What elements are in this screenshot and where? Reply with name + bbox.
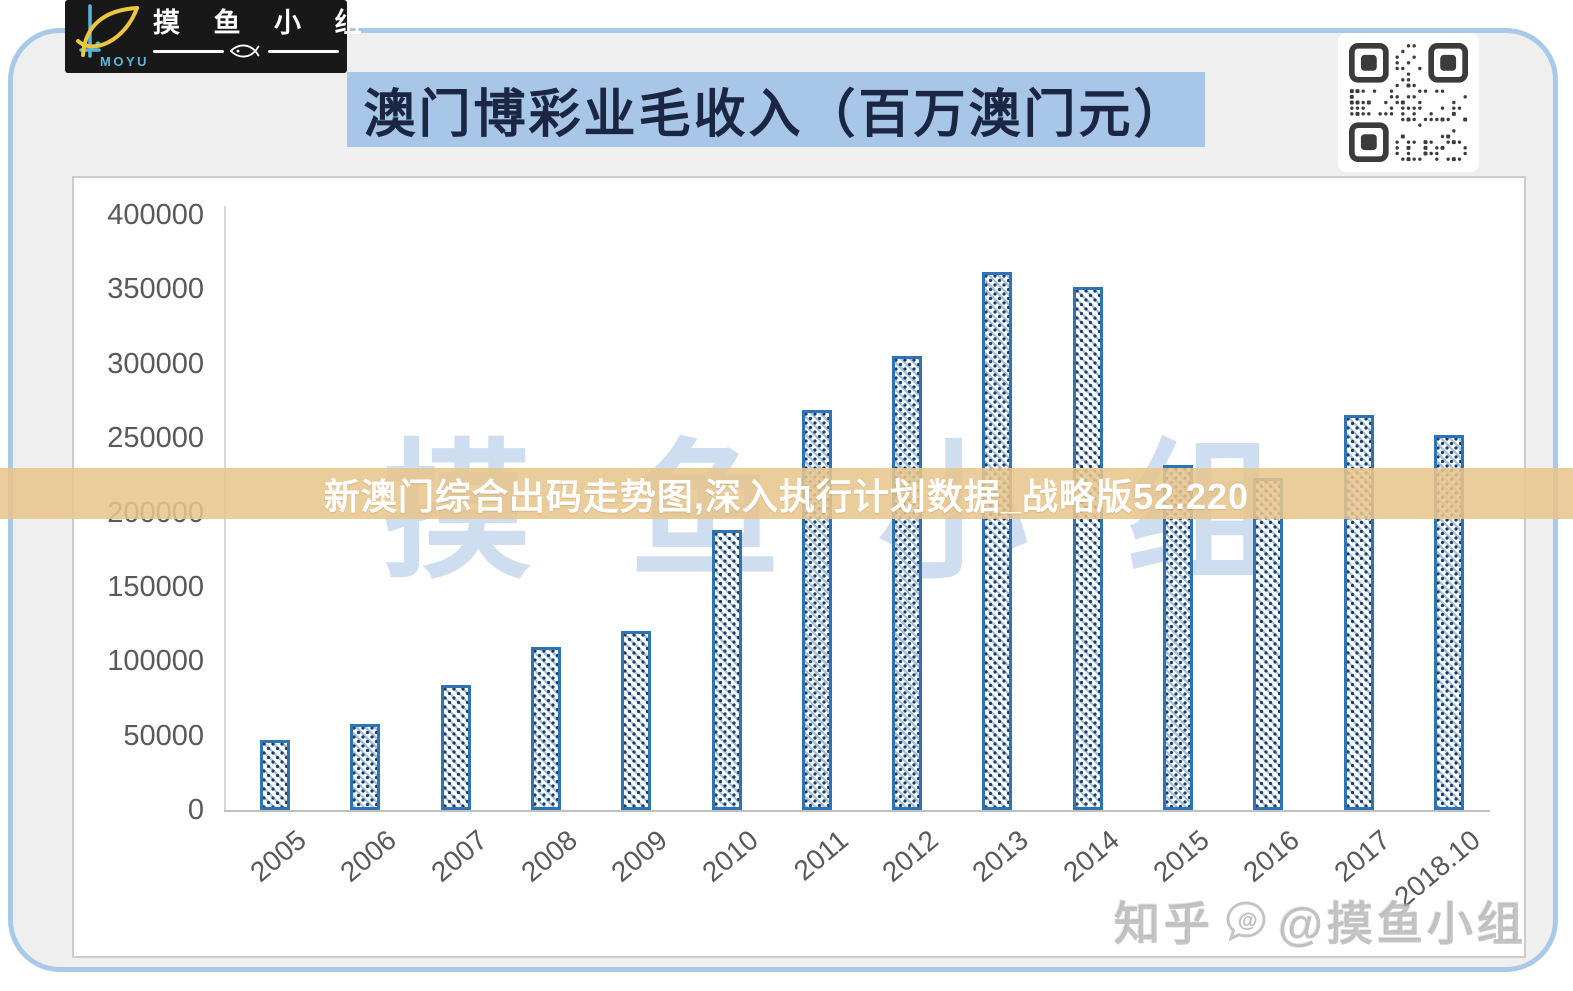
page-title: 澳门博彩业毛收入（百万澳门元） [347, 72, 1205, 147]
x-tick-2006: 2006 [334, 824, 403, 888]
y-tick-50000: 50000 [123, 719, 204, 752]
zhihu-bubble-icon: @ [1226, 901, 1266, 942]
x-tick-2005: 2005 [244, 824, 312, 888]
chart-container: 摸鱼小组 20052006200720082009201020112012201… [72, 176, 1526, 958]
zhihu-site-label: 知乎 [1114, 898, 1215, 950]
overlay-banner-text: 新澳门综合出码走势图,深入执行计划数据_战略版52.220 [323, 475, 1250, 517]
bar-2010 [711, 529, 742, 810]
logo-box: MOYU 摸 鱼 小 组 [65, 0, 375, 73]
x-tick-2010: 2010 [695, 824, 764, 888]
bar-2005 [260, 739, 290, 810]
zhihu-watermark: 知乎 @ @摸鱼小组 [1114, 888, 1527, 954]
logo-group-name: 摸 鱼 小 组 [153, 8, 375, 38]
fish-divider-icon [230, 44, 260, 58]
moyu-fish-logo-icon: MOYU [76, 4, 149, 69]
svg-text:@: @ [1238, 910, 1262, 932]
x-tick-2014: 2014 [1056, 824, 1125, 888]
y-tick-350000: 350000 [107, 273, 204, 306]
x-tick-2011: 2011 [787, 824, 854, 887]
y-tick-0: 0 [187, 794, 204, 826]
bar-2016 [1253, 477, 1284, 810]
y-tick-400000: 400000 [107, 199, 204, 231]
svg-text:MOYU: MOYU [100, 54, 149, 69]
bar-2014 [1072, 287, 1103, 810]
x-tick-2013: 2013 [966, 824, 1035, 888]
x-tick-2007: 2007 [424, 824, 493, 888]
bar-2008 [530, 646, 561, 810]
y-tick-300000: 300000 [107, 347, 204, 380]
divider-rule-left [153, 49, 224, 53]
x-tick-2008: 2008 [515, 824, 583, 888]
plot-area: 摸鱼小组 20052006200720082009201020112012201… [74, 178, 1524, 956]
zhihu-handle-label: @摸鱼小组 [1278, 898, 1527, 950]
x-tick-2016: 2016 [1237, 824, 1306, 888]
bar-2012 [892, 355, 923, 810]
qr-code-image [1349, 43, 1468, 162]
bar-2007 [440, 685, 471, 810]
overlay-banner: 新澳门综合出码走势图,深入执行计划数据_战略版52.220 [0, 468, 1573, 519]
qr-code [1338, 33, 1479, 172]
logo-divider [153, 43, 339, 59]
x-tick-2017: 2017 [1327, 824, 1396, 888]
divider-rule-right [268, 49, 339, 53]
bar-2013 [982, 271, 1013, 810]
x-tick-2009: 2009 [605, 824, 674, 888]
x-axis-line [224, 810, 1490, 812]
y-tick-250000: 250000 [107, 422, 204, 455]
y-tick-100000: 100000 [107, 645, 204, 678]
y-tick-150000: 150000 [107, 570, 204, 603]
bar-2009 [621, 630, 652, 810]
bar-2015 [1163, 465, 1193, 810]
x-tick-2012: 2012 [876, 824, 945, 888]
bar-2006 [350, 724, 381, 810]
x-tick-2015: 2015 [1147, 824, 1215, 888]
